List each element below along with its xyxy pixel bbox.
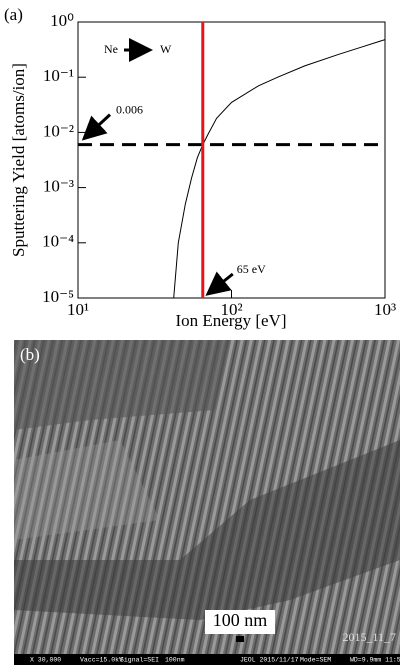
y-tick-label: 10⁰ <box>50 11 74 30</box>
arrow <box>81 113 112 141</box>
info-text: Vacc=15.0kV <box>80 657 123 664</box>
x-tick-label: 10² <box>220 300 242 319</box>
date-label: 2015_11_7 <box>342 630 396 644</box>
scale-bar <box>236 636 244 642</box>
plot-frame <box>77 21 386 299</box>
arrow <box>205 271 234 296</box>
info-text: WD=9.9mm 11:54:03 <box>350 657 400 664</box>
x-axis-label: Ion Energy [eV] <box>175 311 286 330</box>
chart-panel: (a) Ion Energy [eV] Sputtering Yield [at… <box>4 5 396 330</box>
reference-label: 0.006 <box>116 102 143 116</box>
scale-bar-label: 100 nm <box>213 610 268 630</box>
projectile-label: Ne <box>104 42 118 56</box>
sem-image: (b) 100 nm 2015_11_7 X 30,000 Vacc=15.0kV… <box>14 340 400 665</box>
info-text: Signal=SEI <box>120 657 159 664</box>
data-line <box>173 39 386 299</box>
sem-region <box>14 340 230 430</box>
y-tick-label: 10⁻³ <box>43 177 74 196</box>
info-text: 100nm <box>165 657 185 664</box>
panel-label: (a) <box>4 5 23 24</box>
y-axis-label: Sputtering Yield [atoms/ion] <box>9 63 28 257</box>
x-tick-label: 10³ <box>374 300 396 319</box>
sem-region <box>14 440 160 540</box>
info-text: X 30,000 <box>30 657 61 664</box>
x-tick-label: 10¹ <box>67 300 89 319</box>
info-bar <box>14 654 400 665</box>
sem-region <box>14 440 400 620</box>
info-text: Mode=SEM <box>300 657 331 664</box>
info-text: JEOL 2015/11/17 <box>240 657 299 664</box>
reference-label: 65 eV <box>237 262 266 276</box>
y-tick-label: 10⁻⁴ <box>42 232 74 251</box>
y-tick-label: 10⁻⁵ <box>42 287 74 306</box>
scale-box <box>205 610 275 634</box>
panel-label: (b) <box>20 345 40 364</box>
y-tick-label: 10⁻² <box>43 121 74 140</box>
target-label: W <box>160 42 172 56</box>
y-tick-label: 10⁻¹ <box>43 66 74 85</box>
